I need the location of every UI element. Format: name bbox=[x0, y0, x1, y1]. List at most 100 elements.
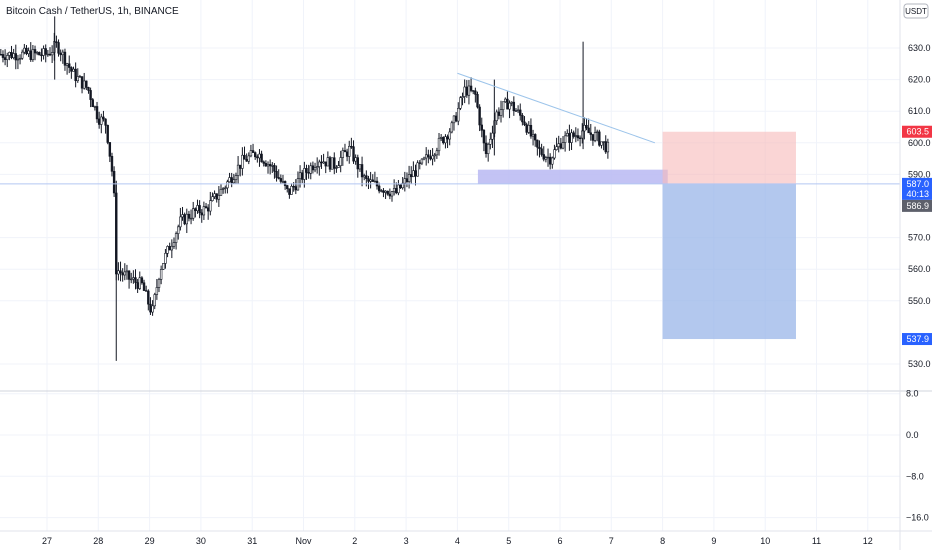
candle-body bbox=[38, 52, 41, 56]
x-tick-label: 3 bbox=[404, 536, 409, 546]
candle-body bbox=[566, 133, 569, 137]
candle-body bbox=[46, 53, 50, 56]
candle-body bbox=[153, 294, 156, 307]
candle-body bbox=[89, 90, 92, 100]
candle-body bbox=[25, 47, 28, 55]
candle-body bbox=[405, 178, 409, 182]
candle-body bbox=[281, 181, 285, 183]
indicator-tick-label: −16.0 bbox=[906, 513, 929, 523]
x-tick-label: 7 bbox=[609, 536, 614, 546]
candle-body bbox=[448, 131, 451, 140]
candle-body bbox=[514, 110, 518, 112]
candle-body bbox=[275, 171, 278, 178]
candle-body bbox=[147, 290, 150, 305]
candle-body bbox=[192, 208, 195, 219]
candle-body bbox=[292, 186, 295, 188]
candle-body bbox=[219, 188, 223, 196]
candle-body bbox=[149, 303, 152, 313]
candle-body bbox=[298, 172, 302, 180]
candle-body bbox=[337, 165, 340, 168]
currency-button[interactable]: USDT bbox=[903, 3, 929, 19]
price-tick-label: 530.0 bbox=[908, 359, 931, 369]
candle-body bbox=[561, 142, 565, 149]
candle-body bbox=[457, 108, 460, 122]
candle-body bbox=[371, 179, 374, 182]
candle-body bbox=[576, 135, 580, 139]
candle-body bbox=[48, 53, 52, 56]
candle-body bbox=[461, 96, 464, 98]
candle-body bbox=[206, 207, 210, 212]
candle-body bbox=[606, 141, 610, 153]
candle-body bbox=[202, 206, 206, 216]
candle-body bbox=[247, 155, 250, 162]
symbol-title[interactable]: Bitcoin Cash / TetherUS, 1h, BINANCE bbox=[6, 6, 179, 17]
candle-body bbox=[386, 190, 389, 195]
candle-body bbox=[82, 80, 86, 89]
candle-body bbox=[392, 188, 396, 192]
candle-body bbox=[18, 57, 22, 60]
x-tick-label: 9 bbox=[711, 536, 716, 546]
candle-body bbox=[136, 282, 139, 289]
take-profit-zone bbox=[662, 183, 796, 340]
candle-body bbox=[508, 102, 511, 110]
candle-body bbox=[442, 137, 445, 144]
candle-body bbox=[33, 49, 37, 54]
candle-body bbox=[288, 188, 291, 195]
candle-body bbox=[251, 150, 255, 153]
candle-body bbox=[572, 132, 575, 137]
candle-body bbox=[59, 52, 62, 56]
candle-body bbox=[540, 148, 543, 155]
candle-body bbox=[253, 152, 257, 158]
candle-body bbox=[467, 85, 471, 96]
candle-body bbox=[525, 124, 528, 133]
candle-body bbox=[570, 132, 573, 143]
candle-body bbox=[217, 194, 221, 200]
candle-body bbox=[134, 277, 137, 283]
price-badges: 603.5 587.040:13 586.9 537.9 bbox=[902, 125, 932, 346]
candle-body bbox=[303, 168, 306, 180]
candle-body bbox=[172, 242, 176, 247]
candle-body bbox=[121, 272, 124, 276]
candle-body bbox=[1, 54, 5, 58]
candle-body bbox=[360, 164, 364, 178]
candle-body bbox=[23, 47, 26, 53]
drawing-zones bbox=[477, 131, 796, 340]
candle-body bbox=[407, 174, 411, 182]
candle-body bbox=[433, 154, 436, 157]
candle-body bbox=[574, 135, 578, 137]
candle-body bbox=[369, 179, 372, 182]
candle-body bbox=[194, 208, 197, 212]
candle-body bbox=[72, 68, 75, 72]
candle-body bbox=[196, 205, 199, 212]
candle-body bbox=[273, 165, 276, 172]
candle-body bbox=[424, 154, 428, 159]
candle-body bbox=[264, 163, 268, 167]
candle-body bbox=[523, 121, 526, 126]
candle-body bbox=[6, 55, 9, 60]
price-badge-label: 587.0 bbox=[906, 179, 929, 189]
candle-body bbox=[427, 154, 430, 158]
candle-body bbox=[365, 175, 368, 179]
candle-body bbox=[320, 161, 323, 164]
candle-body bbox=[333, 157, 336, 169]
candle-body bbox=[211, 196, 214, 201]
candle-body bbox=[213, 193, 216, 197]
candle-body bbox=[200, 212, 203, 216]
x-tick-label: 10 bbox=[760, 536, 770, 546]
candle-body bbox=[472, 90, 475, 92]
x-tick-label: 28 bbox=[93, 536, 103, 546]
candle-body bbox=[534, 134, 537, 141]
candle-body bbox=[544, 157, 548, 160]
candle-body bbox=[144, 290, 148, 292]
candle-body bbox=[189, 217, 193, 220]
candle-body bbox=[125, 270, 129, 273]
candle-body bbox=[328, 157, 332, 170]
candle-body bbox=[127, 270, 131, 280]
candle-body bbox=[390, 191, 394, 197]
candle-body bbox=[395, 188, 398, 194]
candle-body bbox=[559, 143, 563, 149]
candle-body bbox=[224, 187, 227, 189]
candle-body bbox=[301, 172, 304, 180]
candle-body bbox=[354, 157, 357, 162]
